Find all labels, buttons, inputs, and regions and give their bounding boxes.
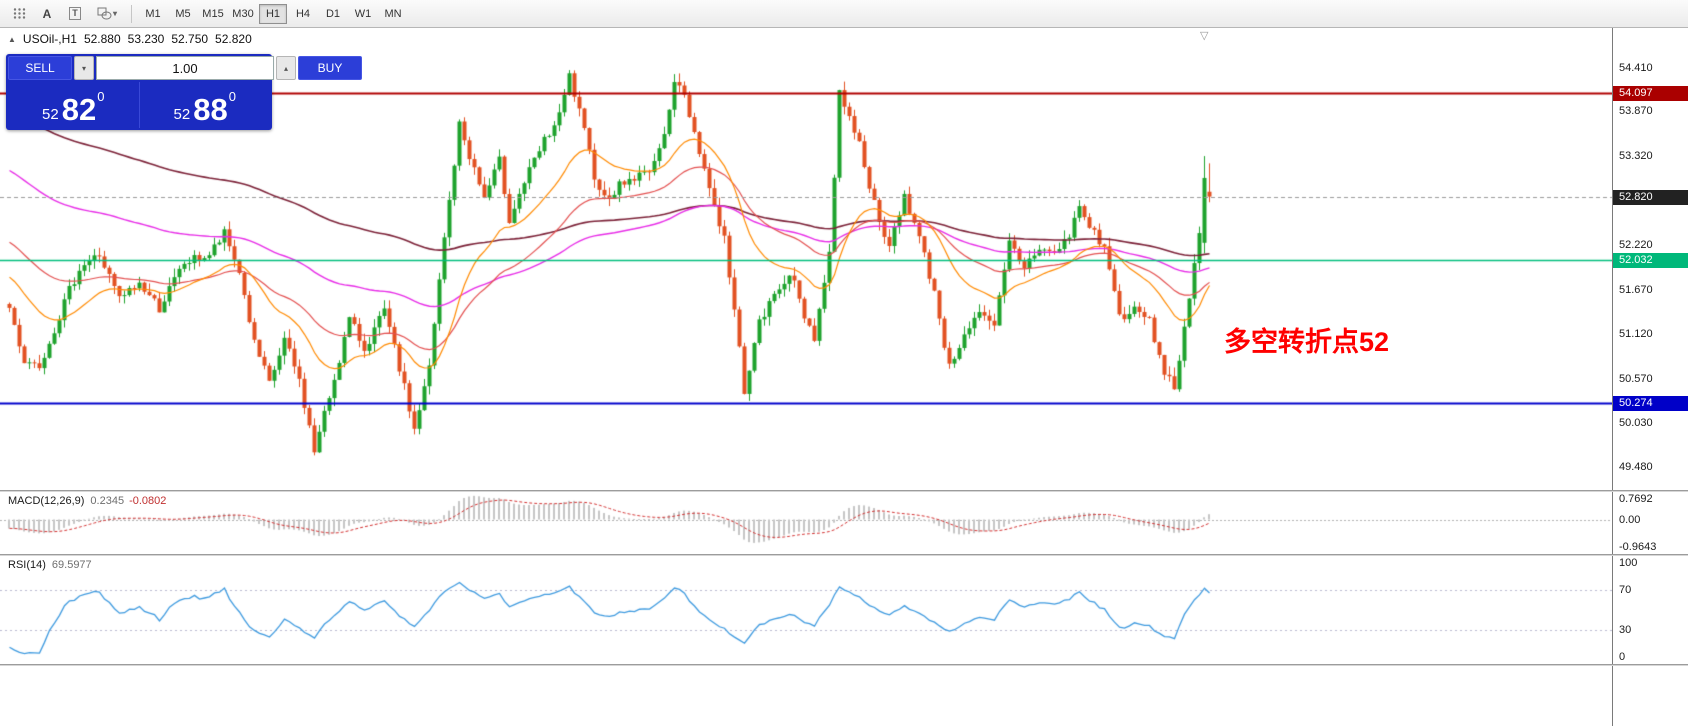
grid-dots-icon [13,8,25,19]
chevron-down-icon: ▾ [81,63,86,73]
rsi-value: 69.5977 [51,559,92,571]
empty-panel-axis [1612,666,1688,726]
chart-annotation-text[interactable]: 多空转折点52 [1224,327,1390,357]
collapse-trade-panel-icon[interactable]: ▲ [8,34,16,44]
ohlc-low: 52.750 [171,32,209,46]
ohlc-high: 53.230 [127,32,165,46]
price-tick-label: 53.870 [1619,105,1653,118]
macd-main-value: 0.2345 [90,495,125,507]
rsi-scale-label: 0 [1619,651,1626,663]
buy-price-sup: 0 [228,89,236,104]
sell-button[interactable]: SELL [8,56,72,80]
timeframe-w1-button[interactable]: W1 [349,4,377,24]
pivot-price-badge: 52.032 [1613,253,1688,269]
timeframe-d1-button[interactable]: D1 [319,4,347,24]
price-tick-label: 49.480 [1619,461,1653,474]
timeframe-h4-button[interactable]: H4 [289,4,317,24]
panel-splitter[interactable] [0,554,1688,556]
buy-price-button[interactable]: 52 88 0 [140,82,271,128]
resistance-price-badge: 54.097 [1613,86,1688,102]
timeframe-m5-button[interactable]: M5 [169,4,197,24]
timeframe-h1-button[interactable]: H1 [259,3,287,24]
rsi-axis[interactable]: 100 70 30 0 [1612,556,1688,664]
macd-indicator-panel: MACD(12,26,9) 0.2345 -0.0802 0.7692 0.00 -… [0,492,1688,554]
sell-price-big: 82 [61,91,97,127]
price-tick-label: 50.570 [1619,372,1653,385]
price-tick-label: 51.670 [1619,283,1653,296]
timeframe-m30-button[interactable]: M30 [229,4,257,24]
price-tick-label: 51.120 [1619,328,1653,341]
rsi-canvas[interactable] [0,556,1612,664]
empty-panel-area [0,666,1688,726]
grid-tool-button[interactable] [6,3,32,25]
price-tick-label: 54.410 [1619,61,1653,74]
chevron-down-icon: ▾ [112,9,117,18]
text-tool-button[interactable]: T [62,3,88,25]
macd-label-row: MACD(12,26,9) 0.2345 -0.0802 [8,495,166,507]
ohlc-close: 52.820 [215,32,252,46]
rsi-scale-label: 30 [1619,623,1632,636]
chart-ohlc-header: ▲ USOil-,H1 52.880 53.230 52.750 52.820 [8,32,252,46]
volume-increase-button[interactable]: ▴ [276,56,296,80]
price-axis[interactable]: 54.410 53.870 53.320 52.770 52.220 51.67… [1612,28,1688,490]
price-tick-label: 52.220 [1619,239,1653,252]
timeframe-m15-button[interactable]: M15 [199,4,227,24]
chart-symbol-label: USOil-,H1 [22,32,77,46]
buy-button[interactable]: BUY [298,56,362,80]
one-click-trading-panel: SELL ▾ ▴ BUY 52 82 0 52 88 [6,54,362,130]
rsi-scale-label: 100 [1619,557,1638,569]
rsi-label: RSI(14) [8,559,46,571]
text-tool-icon: T [69,7,81,20]
macd-canvas[interactable] [0,492,1612,554]
toolbar: A T ▾ M1 M5 M15 M30 H1 H4 D1 W1 MN [0,0,1688,28]
sell-price-button[interactable]: 52 82 0 [8,82,140,128]
volume-dropdown-button[interactable]: ▾ [74,56,94,80]
price-tick-label: 53.320 [1619,150,1653,163]
macd-scale-label: -0.9643 [1619,541,1657,553]
volume-input[interactable] [96,56,274,80]
ohlc-open: 52.880 [83,32,121,46]
price-chart-panel: ▲ USOil-,H1 52.880 53.230 52.750 52.820 … [0,28,1688,490]
panel-splitter[interactable] [0,664,1688,666]
toolbar-separator [131,4,132,23]
rsi-scale-label: 70 [1619,584,1632,597]
buy-price-big: 88 [193,91,228,127]
macd-scale-label: 0.7692 [1619,493,1653,505]
sell-price-small: 52 [42,105,59,123]
chevron-up-icon: ▴ [283,63,288,73]
macd-signal-value: -0.0802 [129,495,167,507]
sell-price-sup: 0 [97,89,105,104]
buy-price-small: 52 [173,105,191,123]
panel-splitter[interactable] [0,490,1688,492]
shapes-tool-button[interactable]: ▾ [90,3,124,25]
price-tick-label: 50.030 [1619,416,1653,429]
timeframe-m1-button[interactable]: M1 [139,4,167,24]
shapes-icon [97,7,112,20]
macd-axis[interactable]: 0.7692 0.00 -0.9643 [1612,492,1688,554]
arrow-text-tool-button[interactable]: A [34,3,60,25]
timeframe-mn-button[interactable]: MN [379,4,407,24]
rsi-indicator-panel: RSI(14) 69.5977 100 70 30 0 [0,556,1688,664]
rsi-label-row: RSI(14) 69.5977 [8,559,92,571]
letter-a-icon: A [42,6,52,21]
current-price-badge: 52.820 [1613,189,1688,205]
macd-label: MACD(12,26,9) [8,495,85,507]
support-price-badge: 50.274 [1613,395,1688,411]
chart-shift-marker-icon[interactable]: ▽ [1200,30,1209,42]
macd-scale-label: 0.00 [1619,513,1641,526]
